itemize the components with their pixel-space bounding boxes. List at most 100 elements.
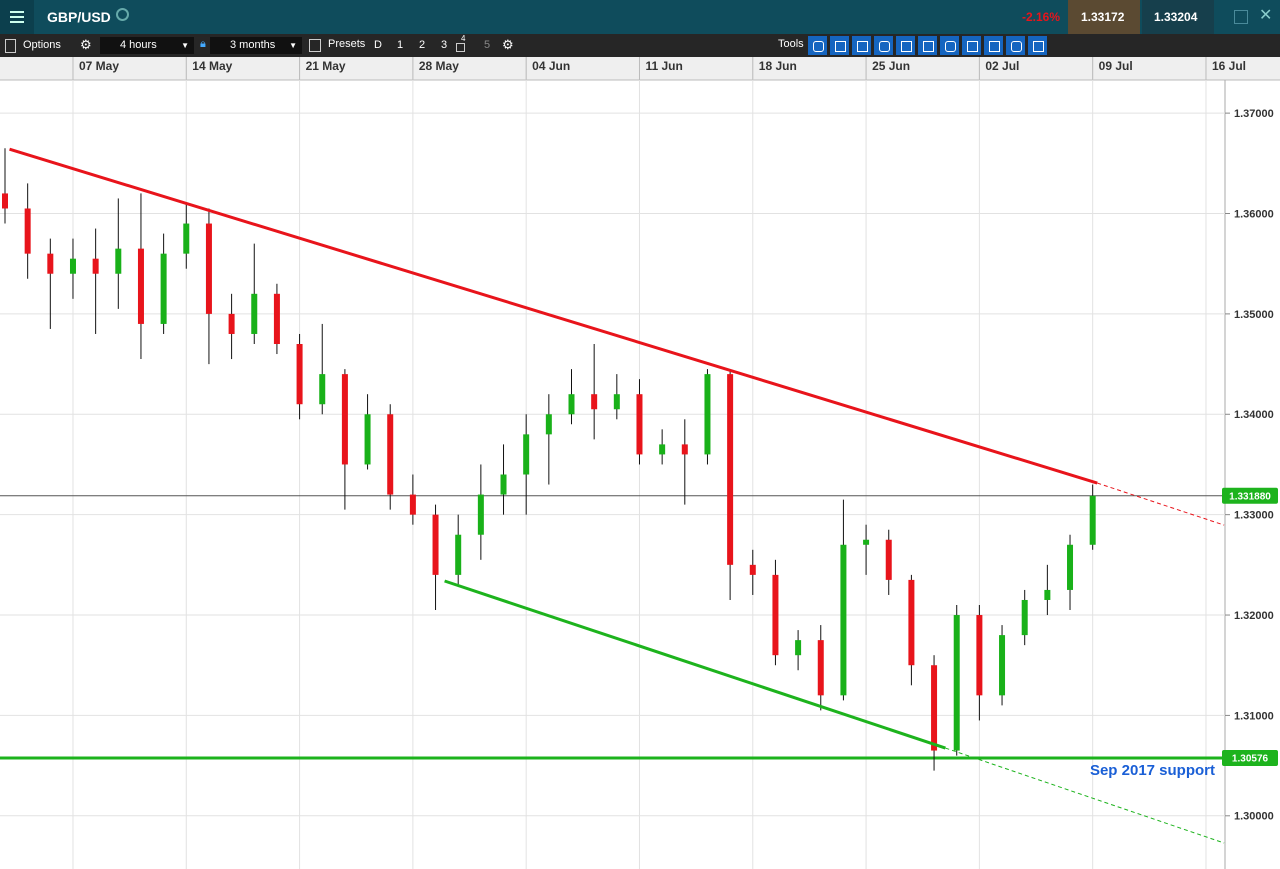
candle-body (613, 394, 620, 410)
tool-button[interactable] (830, 36, 849, 55)
preset-settings[interactable]: ⚙ (502, 37, 514, 52)
tool-button[interactable] (940, 36, 959, 55)
candle-body (931, 665, 938, 751)
options-icon (5, 39, 16, 53)
tool-button[interactable] (896, 36, 915, 55)
candle-body (840, 544, 847, 696)
sell-price[interactable]: 1.33172 (1068, 0, 1140, 34)
y-tick-label: 1.32000 (1234, 610, 1274, 622)
tool-icon (857, 41, 868, 52)
candle-body (115, 248, 122, 274)
candle-body (1067, 544, 1074, 590)
options[interactable]: Options (23, 39, 61, 51)
candle-body (500, 474, 507, 495)
x-tick-label: 16 Jul (1212, 59, 1246, 73)
candle-body (817, 640, 824, 696)
x-tick-label: 02 Jul (985, 59, 1019, 73)
candle-body (319, 374, 326, 405)
trendline (9, 147, 1098, 485)
trendline (945, 747, 1225, 844)
candle-body (953, 615, 960, 751)
x-tick-label: 25 Jun (872, 59, 910, 73)
x-tick-label: 14 May (192, 59, 232, 73)
candle-body (432, 514, 439, 575)
calendar-icon[interactable] (309, 39, 321, 52)
y-tick-label: 1.33000 (1234, 510, 1274, 522)
toolbar: Options ⚙ 4 hours ▼ 🔒︎ 3 months ▼ Presets … (0, 34, 1280, 57)
close-button[interactable]: ✕ (1259, 7, 1273, 24)
candle-body (364, 414, 371, 465)
tool-button[interactable] (984, 36, 1003, 55)
tool-icon (1011, 41, 1022, 52)
tool-button[interactable] (852, 36, 871, 55)
tool-icon (879, 41, 890, 52)
x-tick-label: 04 Jun (532, 59, 570, 73)
candle-body (1089, 495, 1096, 545)
candle-body (659, 444, 666, 455)
y-tick-label: 1.31000 (1234, 710, 1274, 722)
range-dropdown[interactable]: 3 months ▼ (210, 37, 302, 54)
x-tick-label: 07 May (79, 59, 119, 73)
x-tick-label: 18 Jun (759, 59, 797, 73)
tool-icon (835, 41, 846, 52)
candle-body (681, 444, 688, 455)
y-tick-label: 1.35000 (1234, 309, 1274, 321)
candle-body (885, 539, 892, 580)
tool-icon (923, 41, 934, 52)
candle-body (568, 394, 575, 415)
candle-body (2, 193, 8, 209)
plot: 07 May 14 May 21 May 28 May 04 Jun 11 Jun 18 J… (0, 57, 1278, 869)
x-tick-label: 28 May (419, 59, 459, 73)
candle-body (160, 253, 167, 324)
x-tick-label: 11 Jun (645, 59, 682, 73)
candle-body (273, 293, 280, 345)
tool-button[interactable] (1028, 36, 1047, 55)
symbol: GBP/USD (47, 9, 111, 25)
menu-button[interactable] (0, 0, 34, 34)
tool-button[interactable] (962, 36, 981, 55)
interval: 4 hours (120, 39, 157, 51)
preset-button[interactable]: 4 (461, 34, 466, 43)
preset-button[interactable]: D (374, 39, 382, 51)
buy-value: 1.33204 (1154, 10, 1198, 24)
tool-icon (901, 41, 912, 52)
candle-body (772, 574, 779, 656)
annotation: Sep 2017 support (1090, 762, 1215, 779)
preset-button[interactable]: 3 (441, 39, 448, 51)
y-tick-label: 1.30000 (1234, 811, 1274, 823)
lock-icon[interactable]: 🔒︎ (200, 38, 206, 50)
candle-body (591, 394, 598, 410)
candle-body (409, 494, 416, 515)
tool-icon (945, 41, 956, 52)
search-icon[interactable] (116, 8, 129, 21)
interval-dropdown[interactable]: 4 hours ▼ (100, 37, 194, 54)
tool-button[interactable] (1006, 36, 1025, 55)
x-tick-label: 09 Jul (1099, 59, 1133, 73)
maximize[interactable] (1234, 10, 1248, 24)
preset-button[interactable]: 1 (397, 39, 404, 51)
y-tick-label: 1.36000 (1234, 208, 1274, 220)
buy-price[interactable]: 1.33204 (1142, 0, 1214, 34)
tool-icon (813, 41, 824, 52)
date-axis (0, 57, 1280, 80)
candle-body (795, 640, 802, 656)
settings-icon[interactable]: ⚙ (80, 37, 92, 52)
tool-button[interactable] (874, 36, 893, 55)
tool-button[interactable] (808, 36, 827, 55)
candle-body (704, 374, 711, 455)
candle-body (727, 374, 734, 565)
preset-icon[interactable] (456, 43, 465, 52)
candle-body (863, 539, 870, 545)
change: -2.16% (1022, 10, 1061, 24)
candle-body (341, 374, 348, 465)
candle-body (24, 208, 31, 254)
candle-body (908, 579, 915, 666)
y-tick-label: 1.37000 (1234, 108, 1274, 120)
range: 3 months (230, 39, 276, 51)
preset-button[interactable]: 5 (484, 39, 491, 51)
tools: Tools (778, 38, 804, 50)
candle-body (999, 635, 1006, 696)
preset-button[interactable]: 2 (419, 39, 426, 51)
tool-button[interactable] (918, 36, 937, 55)
